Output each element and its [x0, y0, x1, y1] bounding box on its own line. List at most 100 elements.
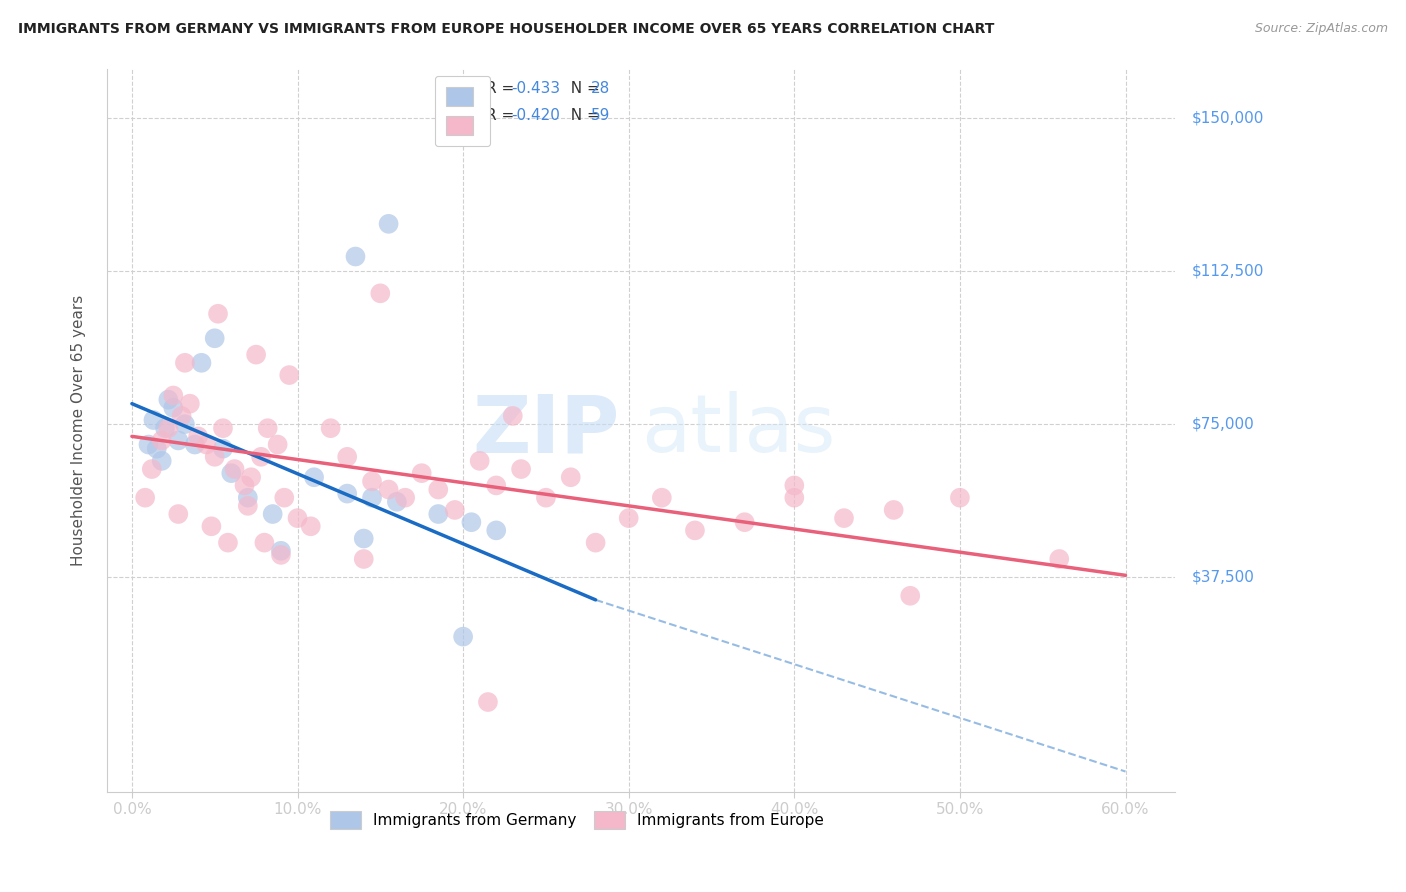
Text: atlas: atlas — [641, 392, 835, 469]
Point — [510, 462, 533, 476]
Point — [270, 548, 292, 562]
Point — [319, 421, 342, 435]
Point — [167, 507, 190, 521]
Point — [212, 421, 235, 435]
Point — [270, 544, 292, 558]
Point — [287, 511, 309, 525]
Point — [534, 491, 557, 505]
Point — [170, 409, 193, 423]
Point — [187, 429, 209, 443]
Point — [344, 250, 367, 264]
Point — [142, 413, 165, 427]
Point — [157, 392, 180, 407]
Point — [134, 491, 156, 505]
Point — [651, 491, 673, 505]
Point — [179, 397, 201, 411]
Text: IMMIGRANTS FROM GERMANY VS IMMIGRANTS FROM EUROPE HOUSEHOLDER INCOME OVER 65 YEA: IMMIGRANTS FROM GERMANY VS IMMIGRANTS FR… — [18, 22, 994, 37]
Point — [150, 454, 173, 468]
Point — [683, 524, 706, 538]
Point — [190, 356, 212, 370]
Point — [377, 217, 399, 231]
Point — [219, 466, 242, 480]
Point — [195, 437, 218, 451]
Point — [236, 499, 259, 513]
Y-axis label: Householder Income Over 65 years: Householder Income Over 65 years — [72, 294, 86, 566]
Point — [262, 507, 284, 521]
Text: $150,000: $150,000 — [1192, 110, 1264, 125]
Text: N =: N = — [561, 81, 605, 96]
Point — [485, 478, 508, 492]
Point — [162, 388, 184, 402]
Point — [162, 401, 184, 415]
Point — [898, 589, 921, 603]
Point — [141, 462, 163, 476]
Point — [560, 470, 582, 484]
Text: $75,000: $75,000 — [1192, 417, 1254, 432]
Point — [377, 483, 399, 497]
Point — [353, 552, 375, 566]
Point — [253, 535, 276, 549]
Point — [353, 532, 375, 546]
Point — [174, 356, 197, 370]
Point — [245, 348, 267, 362]
Text: ZIP: ZIP — [472, 392, 620, 469]
Point — [150, 434, 173, 448]
Point — [212, 442, 235, 456]
Point — [336, 450, 359, 464]
Point — [184, 437, 207, 451]
Point — [240, 470, 263, 484]
Point — [443, 503, 465, 517]
Point — [224, 462, 246, 476]
Point — [1047, 552, 1070, 566]
Text: -0.420: -0.420 — [510, 108, 560, 123]
Point — [485, 524, 508, 538]
Text: N =: N = — [561, 108, 605, 123]
Point — [207, 307, 229, 321]
Point — [832, 511, 855, 525]
Point — [385, 495, 408, 509]
Point — [361, 475, 384, 489]
Point — [273, 491, 295, 505]
Point — [734, 515, 756, 529]
Text: $112,500: $112,500 — [1192, 263, 1264, 278]
Point — [411, 466, 433, 480]
Text: $37,500: $37,500 — [1192, 570, 1254, 585]
Point — [949, 491, 972, 505]
Point — [477, 695, 499, 709]
Point — [278, 368, 301, 382]
Text: R =: R = — [486, 108, 519, 123]
Point — [266, 437, 288, 451]
Text: 59: 59 — [591, 108, 610, 123]
Point — [256, 421, 278, 435]
Point — [451, 630, 474, 644]
Point — [427, 507, 450, 521]
Point — [145, 442, 167, 456]
Point — [157, 421, 180, 435]
Point — [368, 286, 391, 301]
Point — [585, 535, 607, 549]
Point — [233, 478, 256, 492]
Point — [783, 478, 806, 492]
Point — [174, 417, 197, 431]
Point — [783, 491, 806, 505]
Point — [427, 483, 450, 497]
Point — [217, 535, 239, 549]
Text: 28: 28 — [591, 81, 610, 96]
Point — [468, 454, 491, 468]
Point — [502, 409, 524, 423]
Text: Source: ZipAtlas.com: Source: ZipAtlas.com — [1254, 22, 1388, 36]
Legend: Immigrants from Germany, Immigrants from Europe: Immigrants from Germany, Immigrants from… — [323, 805, 830, 835]
Point — [299, 519, 322, 533]
Point — [617, 511, 640, 525]
Point — [204, 331, 226, 345]
Point — [361, 491, 384, 505]
Point — [394, 491, 416, 505]
Point — [302, 470, 325, 484]
Point — [236, 491, 259, 505]
Point — [153, 421, 176, 435]
Point — [250, 450, 273, 464]
Point — [204, 450, 226, 464]
Point — [167, 434, 190, 448]
Text: R =: R = — [486, 81, 519, 96]
Point — [883, 503, 905, 517]
